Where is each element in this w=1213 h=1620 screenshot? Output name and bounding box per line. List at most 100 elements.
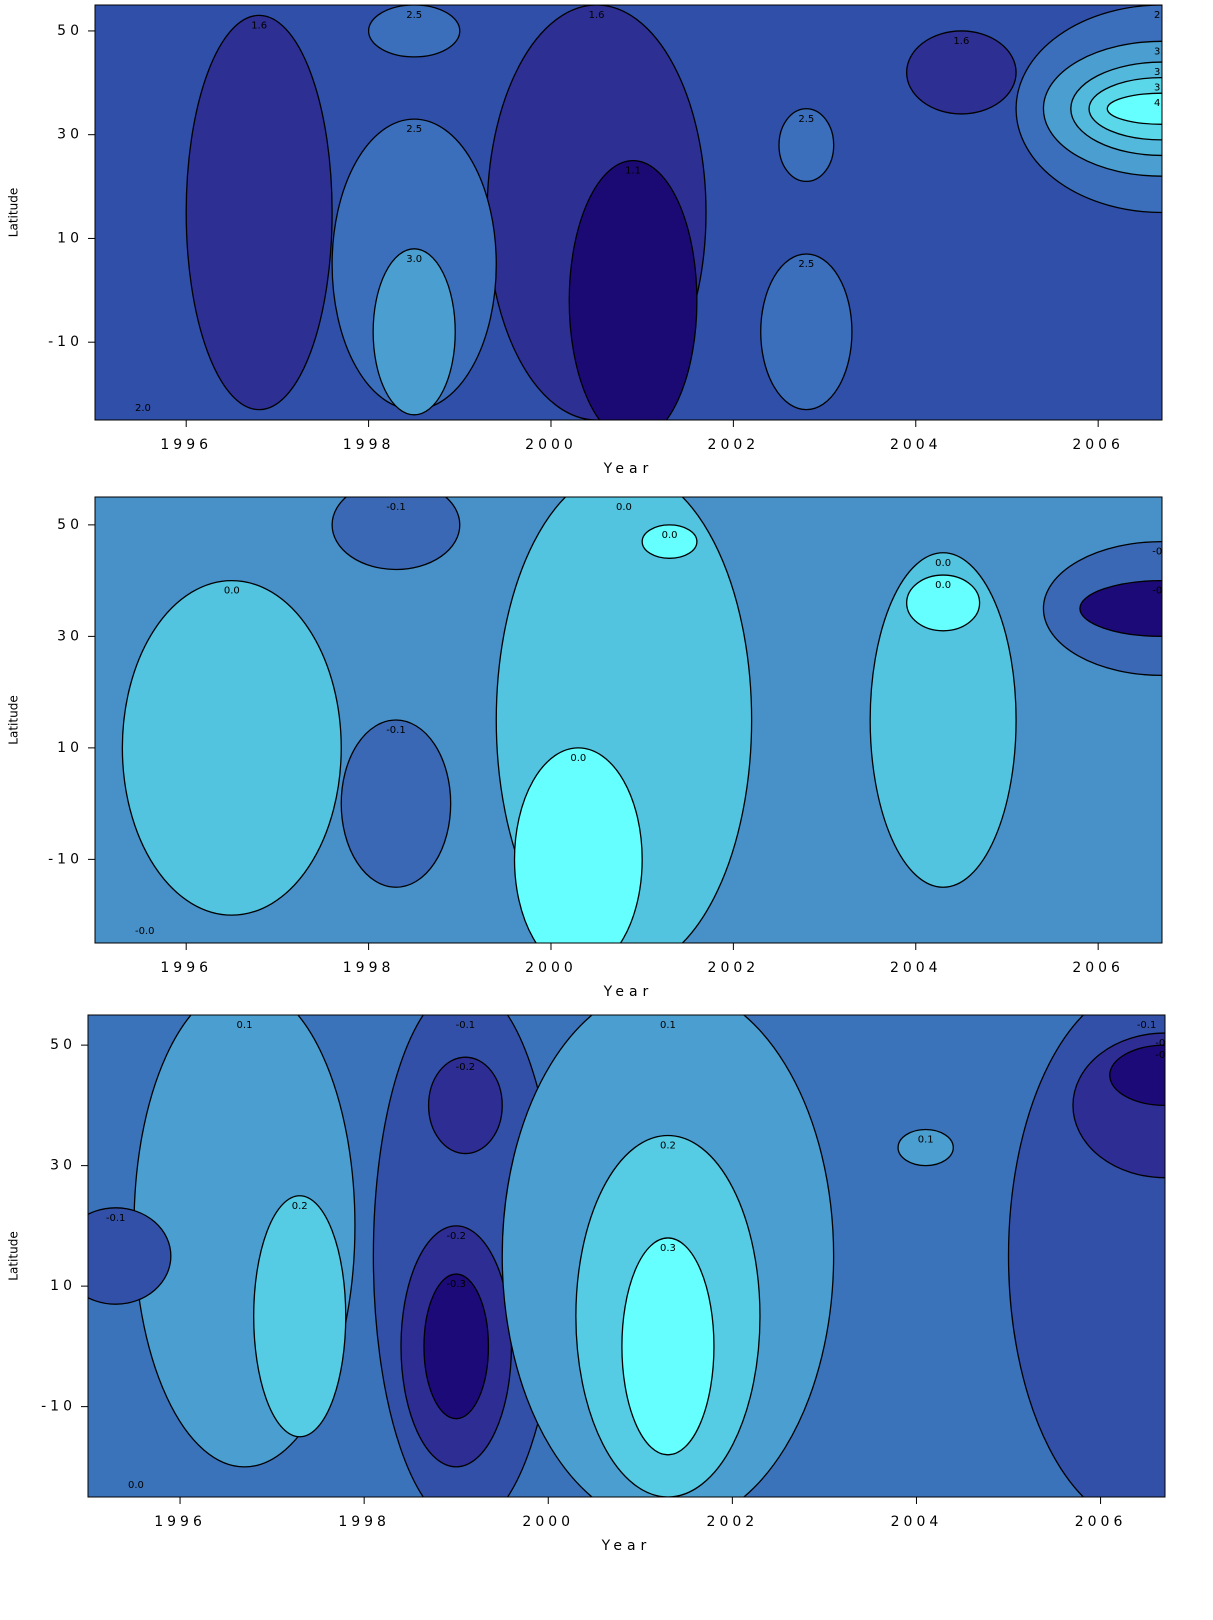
x-tick-label: 2006 <box>1075 1514 1127 1530</box>
x-tick-label: 2004 <box>890 960 942 976</box>
contour-region <box>372 248 456 416</box>
x-tick-label: 2000 <box>525 960 577 976</box>
contour-label: 0.2 <box>292 1201 308 1212</box>
contour-label: 0.3 <box>660 1243 676 1254</box>
contour-region <box>1109 1044 1165 1107</box>
contour-label: 3.0 <box>1154 46 1170 57</box>
contour-label: 1.6 <box>589 10 605 21</box>
contour-area: 0.10.2-0.1-0.1-0.2-0.3-0.20.10.20.30.1-0… <box>88 1015 1175 1497</box>
contour-label: -0.3 <box>446 1279 466 1290</box>
contour-region <box>760 253 853 411</box>
contour-region <box>121 579 342 916</box>
contour-label: 0.0 <box>662 530 678 541</box>
y-tick-label: -10 <box>41 1399 76 1415</box>
x-tick-label: 2004 <box>891 1514 943 1530</box>
contour-region <box>331 497 461 571</box>
contour-region <box>1079 579 1162 638</box>
contour-label: 0.0 <box>128 1480 144 1491</box>
y-axis-label: Latitude <box>7 1231 21 1280</box>
contour-label: 3.9 <box>1154 83 1170 94</box>
contour-label: -0.2 <box>1155 1038 1175 1049</box>
y-tick-label: 50 <box>57 517 83 533</box>
x-tick-label: 1998 <box>338 1514 390 1530</box>
y-tick-label: 50 <box>50 1037 76 1053</box>
plot-frame <box>87 1014 1166 1498</box>
contour-label: 0.0 <box>935 580 951 591</box>
contour-label: 0.0 <box>935 558 951 569</box>
x-tick-label: 1998 <box>343 437 395 453</box>
contour-region <box>423 1273 490 1420</box>
contour-label: 1.6 <box>953 36 969 47</box>
x-tick-label: 2006 <box>1072 960 1124 976</box>
y-tick-label: 10 <box>50 1278 76 1294</box>
x-tick-label: 2002 <box>707 1514 759 1530</box>
x-tick-label: 2000 <box>522 1514 574 1530</box>
contour-region <box>905 574 981 632</box>
x-tick-label: 2000 <box>525 437 577 453</box>
contour-label: 2.5 <box>1154 10 1170 21</box>
contour-label: 0.0 <box>224 586 240 597</box>
x-tick-label: 2006 <box>1072 437 1124 453</box>
contour-region <box>1106 92 1162 125</box>
contour-region <box>253 1195 347 1438</box>
contour-region <box>367 5 461 58</box>
y-tick-label: 10 <box>57 230 83 246</box>
plot-frame <box>94 4 1163 421</box>
x-axis-label: Year <box>603 984 654 1000</box>
contour-area: 0.0 -0.1 -0.1 0.0 0.0 0.0 0.0 0.0 -0.1 -0.1 -0.0 <box>95 497 1172 943</box>
x-axis-label: Year <box>603 461 654 477</box>
x-tick-label: 1998 <box>343 960 395 976</box>
contour-region <box>905 30 1017 115</box>
contour-label: 0.2 <box>660 1141 676 1152</box>
contour-region <box>568 160 698 420</box>
x-tick-label: 1996 <box>160 437 212 453</box>
contour-area: 1.6 1.6 1.1 2.5 3.0 2.5 2.5 2.5 1.6 2.5 3.0 3.5 3.9 4… <box>95 5 1170 420</box>
y-tick-label: -10 <box>48 851 83 867</box>
contour-label: 4.4 <box>1154 98 1170 109</box>
contour-label: 1.6 <box>251 20 267 31</box>
contour-label: 0.0 <box>616 502 632 513</box>
contour-label: 1.1 <box>625 166 641 177</box>
contour-region <box>778 108 835 183</box>
y-axis-label: Latitude <box>7 695 21 744</box>
contour-label: -0.1 <box>1152 547 1172 558</box>
x-tick-label: 2002 <box>708 437 760 453</box>
x-tick-label: 2002 <box>708 960 760 976</box>
contour-label: -0.1 <box>386 502 406 513</box>
contour-label: 2.0 <box>135 403 151 414</box>
y-tick-label: 50 <box>57 23 83 39</box>
contour-label: -0.1 <box>386 725 406 736</box>
contour-label: 2.5 <box>798 259 814 270</box>
y-tick-label: -10 <box>48 334 83 350</box>
contour-region <box>185 14 333 411</box>
y-tick-label: 30 <box>50 1158 76 1174</box>
contour-label: -0.2 <box>456 1062 476 1073</box>
contour-region <box>897 1128 954 1167</box>
contour-region <box>88 1207 172 1305</box>
contour-label: -0.2 <box>446 1231 466 1242</box>
contour-label: -0.0 <box>135 926 155 937</box>
x-tick-label: 2004 <box>890 437 942 453</box>
contour-label: 0.1 <box>918 1134 934 1145</box>
y-tick-label: 30 <box>57 127 83 143</box>
contour-region <box>641 524 698 559</box>
y-tick-label: 10 <box>57 740 83 756</box>
contour-region <box>340 719 452 888</box>
contour-label: 2.5 <box>406 124 422 135</box>
contour-label: -0.1 <box>456 1020 476 1031</box>
y-tick-label: 30 <box>57 628 83 644</box>
contour-label: -0.3 <box>1155 1050 1175 1061</box>
contour-label: 0.0 <box>570 753 586 764</box>
contour-label: -0.1 <box>106 1213 126 1224</box>
plot-frame <box>94 496 1163 944</box>
contour-label: -0.1 <box>1137 1020 1157 1031</box>
contour-label: 2.5 <box>406 10 422 21</box>
contour-label: 3.0 <box>406 254 422 265</box>
x-tick-label: 1996 <box>160 960 212 976</box>
contour-region <box>427 1056 503 1155</box>
contour-label: 3.5 <box>1154 67 1170 78</box>
y-axis-label: Latitude <box>7 188 21 237</box>
contour-label: 0.1 <box>237 1020 253 1031</box>
contour-label: 0.1 <box>660 1020 676 1031</box>
